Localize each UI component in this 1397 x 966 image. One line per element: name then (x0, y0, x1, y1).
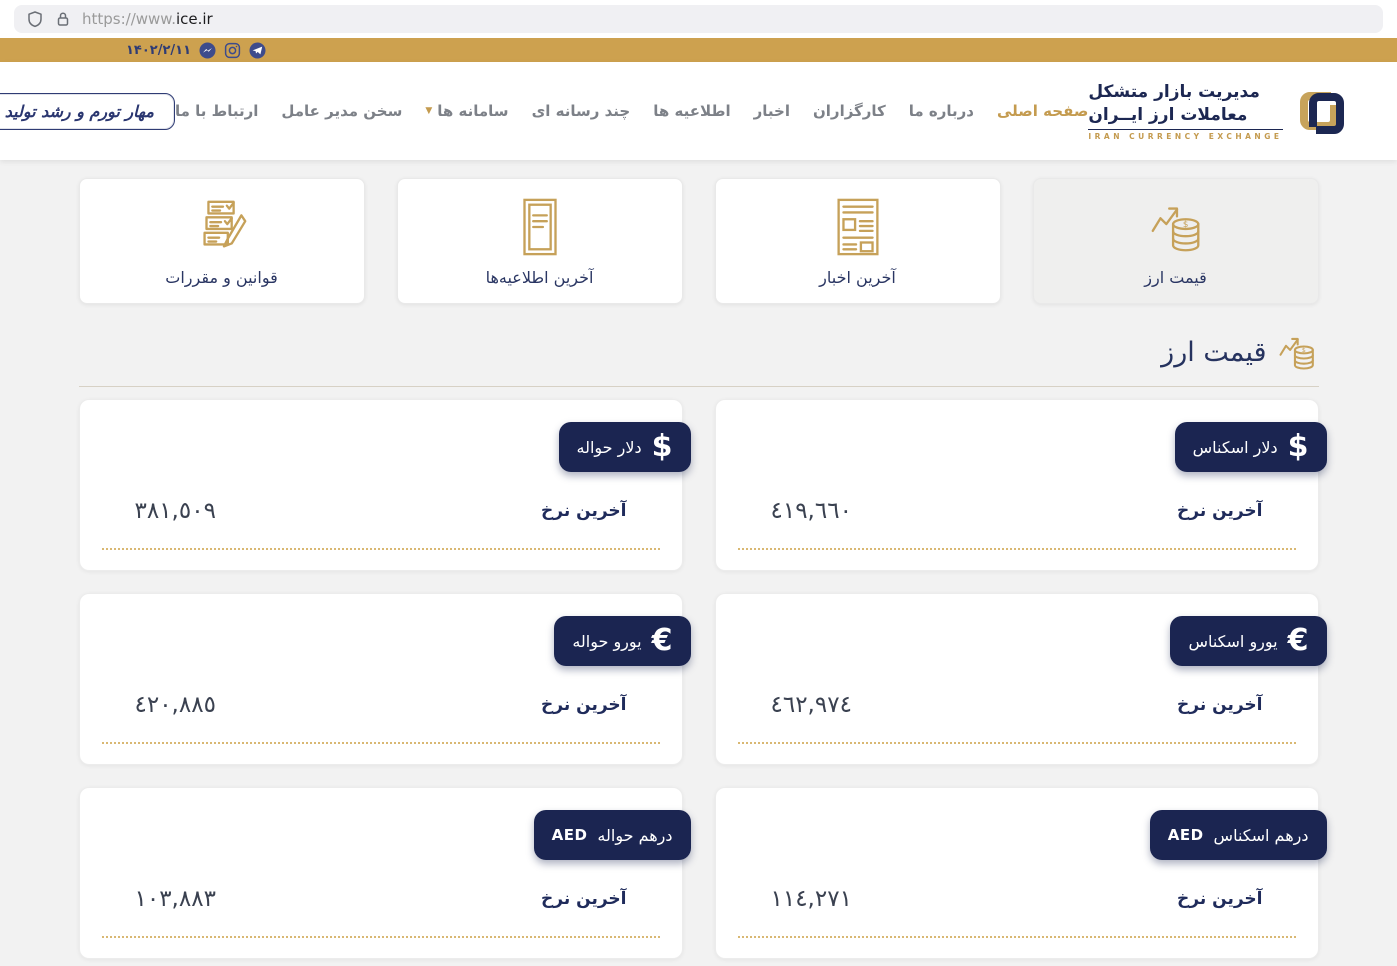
quick-card-label: قیمت ارز (1144, 267, 1207, 287)
euro-icon: € (651, 623, 673, 658)
aed-symbol: AED (1167, 825, 1204, 844)
year-slogan-logo: مهار تورم و رشد تولید (0, 82, 175, 140)
nav-item-systems[interactable]: سامانه ها ▼ (425, 102, 509, 120)
latest-rate-label: آخرین نرخ (1177, 695, 1263, 715)
slogan-text: مهار تورم و رشد تولید (4, 101, 154, 121)
svg-text:$: $ (1182, 220, 1188, 230)
rate-card-dollar-transfer: $ دلار حواله آخرین نرخ ٣٨١,٥٠٩ (78, 399, 691, 571)
main-content: $ قیمت ارز آخرین اخبار (78, 178, 1327, 959)
rates-grid: $ دلار اسکناس آخرین نرخ ٤١٩,٦٦٠ $ دلار ح… (78, 399, 1327, 959)
dotted-divider (101, 742, 660, 744)
newspaper-icon (836, 198, 879, 255)
checklist-pencil-icon (202, 200, 246, 248)
telegram-icon[interactable] (249, 42, 266, 59)
currency-name: دلار حواله (576, 437, 642, 457)
brand-subtitle: IRAN CURRENCY EXCHANGE (1088, 132, 1283, 142)
quick-card-label: آخرین اطلاعیه‌ها (485, 267, 594, 287)
nav-item-contact[interactable]: ارتباط با ما (174, 102, 259, 120)
quick-card-rules-regulations[interactable]: قوانین و مقررات (78, 178, 365, 304)
currency-name: دلار اسکناس (1192, 437, 1278, 457)
quick-card-latest-announcements[interactable]: آخرین اطلاعیه‌ها (396, 178, 683, 304)
quick-card-label: قوانین و مقررات (165, 267, 278, 287)
currency-badge: $ دلار حواله (558, 422, 691, 472)
quick-links-row: $ قیمت ارز آخرین اخبار (78, 178, 1319, 304)
currency-name: درهم حواله (597, 825, 673, 845)
coins-chart-icon: $ (1278, 337, 1314, 370)
nav-item-multimedia[interactable]: چند رسانه ای (531, 102, 631, 120)
url-text: https://www.ice.ir (82, 10, 213, 28)
dotted-divider (101, 936, 660, 938)
dollar-icon: $ (1287, 429, 1309, 464)
dotted-divider (737, 742, 1296, 744)
rate-card-dollar-banknote: $ دلار اسکناس آخرین نرخ ٤١٩,٦٦٠ (714, 399, 1327, 571)
nav-item-announcements[interactable]: اطلاعیه ها (653, 102, 731, 120)
currency-name: یورو حواله (572, 631, 642, 651)
rate-value: ٤١٩,٦٦٠ (770, 498, 852, 524)
rate-value: ١٠٣,٨٨٣ (134, 886, 216, 912)
nav-item-ceo-speech[interactable]: سخن مدیر عامل (281, 102, 403, 120)
currency-name: درهم اسکناس (1213, 825, 1309, 845)
main-nav: صفحه اصلی درباره ما کارگزاران اخبار اطلا… (175, 102, 1088, 120)
currency-badge: € یورو حواله (554, 616, 691, 666)
dotted-divider (737, 936, 1296, 938)
quick-card-currency-price[interactable]: $ قیمت ارز (1032, 178, 1319, 304)
topbar: ۱۴۰۲/۲/۱۱ (0, 38, 1397, 62)
nav-item-home[interactable]: صفحه اصلی (997, 102, 1089, 120)
currency-name: یورو اسکناس (1188, 631, 1278, 651)
messenger-icon[interactable] (199, 42, 216, 59)
quick-card-latest-news[interactable]: آخرین اخبار (714, 178, 1001, 304)
site-logo[interactable]: مدیریت بازار متشکل معاملات ارز ایــران I… (1088, 81, 1348, 142)
document-icon (522, 198, 557, 255)
rate-card-dirham-banknote: درهم اسکناس AED آخرین نرخ ١١٤,٢٧١ (714, 787, 1327, 959)
brand-divider (1088, 129, 1283, 131)
browser-chrome: https://www.ice.ir (0, 0, 1397, 38)
latest-rate-label: آخرین نرخ (541, 889, 627, 909)
nav-item-about[interactable]: درباره ما (908, 102, 974, 120)
rate-value: ٤٦٢,٩٧٤ (770, 692, 852, 718)
nav-item-news[interactable]: اخبار (753, 102, 790, 120)
latest-rate-label: آخرین نرخ (1177, 501, 1263, 521)
lock-icon[interactable] (54, 10, 72, 28)
coins-chart-icon: $ (1151, 206, 1199, 251)
section-divider (78, 386, 1319, 387)
currency-badge: $ دلار اسکناس (1174, 422, 1327, 472)
chevron-down-icon: ▼ (425, 106, 433, 116)
brand-name-line2: معاملات ارز ایــران (1088, 104, 1248, 125)
dotted-divider (101, 548, 660, 550)
instagram-icon[interactable] (224, 42, 241, 59)
rate-card-euro-transfer: € یورو حواله آخرین نرخ ٤٢٠,٨٨٥ (78, 593, 691, 765)
currency-price-section-head: $ قیمت ارز (78, 330, 1319, 387)
slogan-cartouche: مهار تورم و رشد تولید (0, 92, 175, 130)
page-title: قیمت ارز (1161, 336, 1267, 368)
dollar-icon: $ (651, 429, 673, 464)
rate-value: ٤٢٠,٨٨٥ (134, 692, 216, 718)
url-bar[interactable]: https://www.ice.ir (14, 5, 1383, 33)
rate-value: ١١٤,٢٧١ (770, 886, 852, 912)
currency-badge: درهم حواله AED (533, 810, 691, 860)
latest-rate-label: آخرین نرخ (541, 501, 627, 521)
rate-card-dirham-transfer: درهم حواله AED آخرین نرخ ١٠٣,٨٨٣ (78, 787, 691, 959)
aed-symbol: AED (551, 825, 588, 844)
currency-badge: € یورو اسکناس (1170, 616, 1327, 666)
latest-rate-label: آخرین نرخ (1177, 889, 1263, 909)
brand-name-line1: مدیریت بازار متشکل (1088, 81, 1260, 102)
rate-card-euro-banknote: € یورو اسکناس آخرین نرخ ٤٦٢,٩٧٤ (714, 593, 1327, 765)
rate-value: ٣٨١,٥٠٩ (134, 498, 216, 524)
currency-badge: درهم اسکناس AED (1149, 810, 1327, 860)
svg-text:$: $ (1301, 347, 1305, 354)
brand-mark-icon (1299, 92, 1344, 134)
quick-card-label: آخرین اخبار (819, 267, 896, 287)
latest-rate-label: آخرین نرخ (541, 695, 627, 715)
shield-icon[interactable] (26, 10, 44, 28)
dotted-divider (737, 548, 1296, 550)
date-label: ۱۴۰۲/۲/۱۱ (126, 42, 192, 58)
euro-icon: € (1287, 623, 1309, 658)
nav-item-brokers[interactable]: کارگزاران (812, 102, 886, 120)
site-header: مدیریت بازار متشکل معاملات ارز ایــران I… (0, 62, 1397, 160)
